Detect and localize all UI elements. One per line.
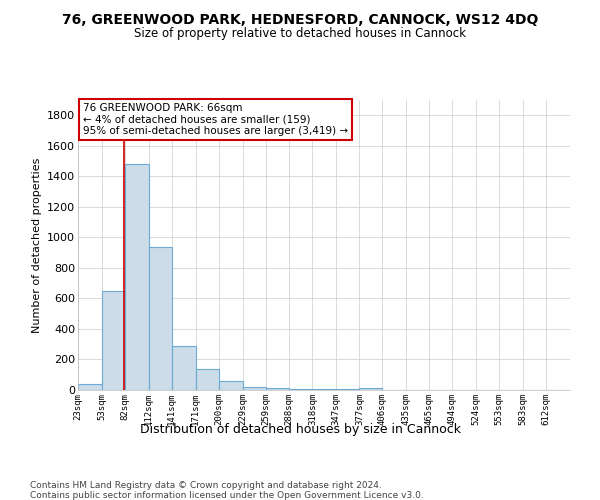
Text: Distribution of detached houses by size in Cannock: Distribution of detached houses by size … [139,422,461,436]
Text: 76, GREENWOOD PARK, HEDNESFORD, CANNOCK, WS12 4DQ: 76, GREENWOOD PARK, HEDNESFORD, CANNOCK,… [62,12,538,26]
Bar [359,388,382,390]
Text: Contains HM Land Registry data © Crown copyright and database right 2024.: Contains HM Land Registry data © Crown c… [30,481,382,490]
Y-axis label: Number of detached properties: Number of detached properties [32,158,41,332]
Text: Size of property relative to detached houses in Cannock: Size of property relative to detached ho… [134,28,466,40]
Bar [335,389,359,390]
Bar [289,389,313,390]
Text: Contains public sector information licensed under the Open Government Licence v3: Contains public sector information licen… [30,491,424,500]
Text: 76 GREENWOOD PARK: 66sqm
← 4% of detached houses are smaller (159)
95% of semi-d: 76 GREENWOOD PARK: 66sqm ← 4% of detache… [83,103,348,136]
Bar [242,387,266,390]
Bar [218,381,242,390]
Bar [78,384,102,390]
Bar [149,246,172,390]
Bar [172,346,196,390]
Bar [125,164,149,390]
Bar [313,389,335,390]
Bar [102,291,125,390]
Bar [266,388,289,390]
Bar [196,370,218,390]
